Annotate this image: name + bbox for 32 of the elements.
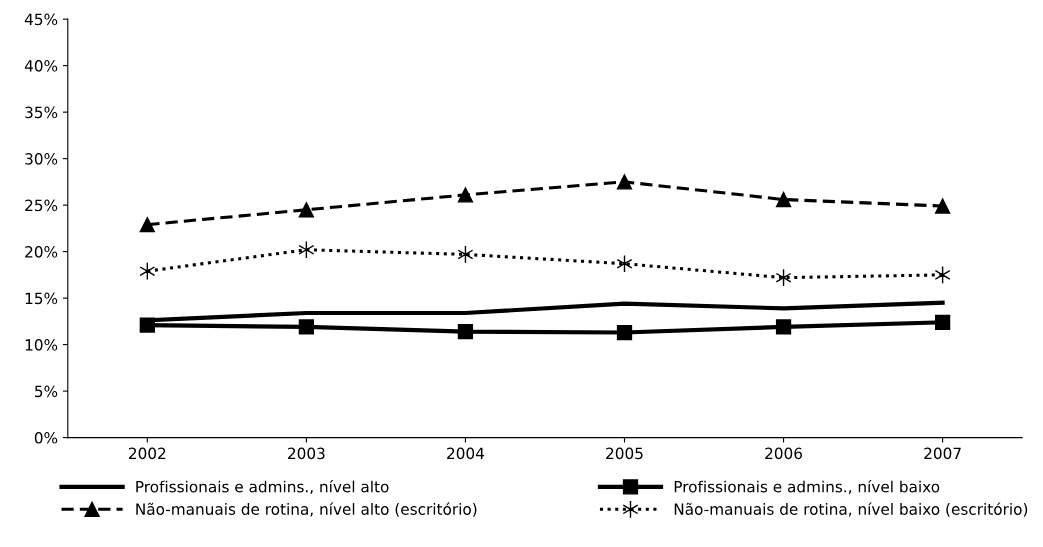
point (139, 317, 155, 333)
point (139, 217, 155, 233)
x-tick-label: 2005 (606, 447, 643, 460)
legend-label: Não-manuais de rotina, nível alto (escritório) (136, 502, 477, 517)
point (775, 191, 792, 208)
y-tick-label: 40% (24, 60, 58, 72)
y-tick-label: 45% (24, 13, 58, 26)
y-tick-label: 5% (35, 385, 58, 398)
y-tick-label: 0% (34, 432, 58, 444)
point (457, 323, 474, 340)
point (298, 202, 315, 218)
x-tick-label: 2002 (129, 447, 166, 460)
x-tick-label: 2006 (765, 447, 803, 460)
y-tick-label: 10% (25, 339, 58, 351)
point (934, 314, 951, 330)
point (775, 319, 792, 335)
point (616, 324, 633, 341)
point (298, 319, 315, 335)
y-tick-label: 15% (25, 292, 58, 305)
x-tick-label: 2004 (447, 447, 485, 460)
point (616, 174, 633, 190)
legend-label: Profissionais e admins., nível alto (136, 480, 389, 495)
point (457, 187, 474, 203)
legend-label: Não-manuais de rotina, nível baixo (escritório) (674, 502, 1028, 517)
x-tick-label: 2003 (288, 447, 325, 460)
point (934, 198, 951, 214)
y-tick-label: 20% (25, 246, 58, 258)
y-tick-label: 35% (25, 106, 58, 119)
y-tick-label: 25% (25, 199, 58, 212)
x-tick-label: 2007 (924, 447, 961, 460)
y-tick-label: 30% (25, 153, 58, 165)
legend-label: Profissionais e admins., nível baixo (674, 480, 940, 495)
